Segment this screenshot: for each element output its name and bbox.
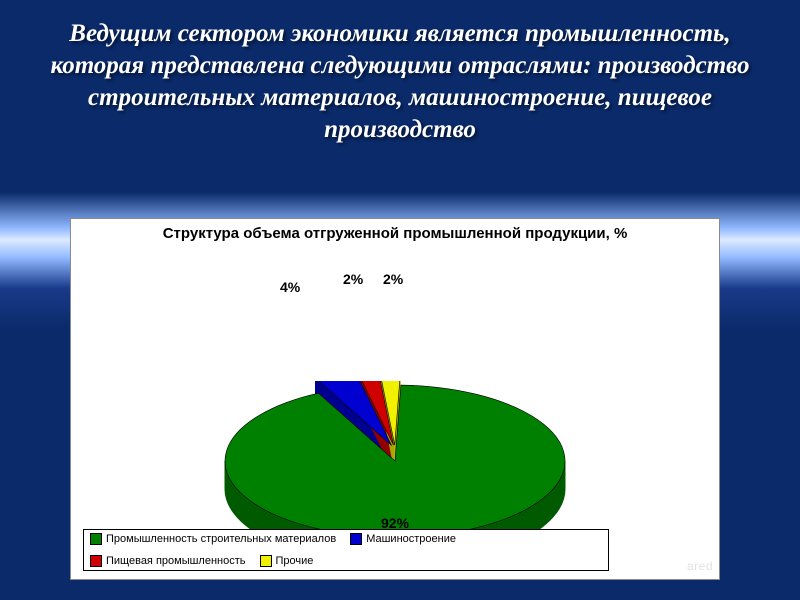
slide-title: Ведущим сектором экономики является пром… bbox=[0, 0, 800, 154]
chart-title: Структура объема отгруженной промышленно… bbox=[71, 219, 719, 244]
legend-label: Пищевая промышленность bbox=[106, 555, 246, 567]
legend-swatch bbox=[260, 555, 272, 567]
legend-swatch bbox=[90, 555, 102, 567]
chart-legend: Промышленность строительных материалов М… bbox=[83, 529, 609, 571]
chart-container: Структура объема отгруженной промышленно… bbox=[70, 218, 720, 580]
legend-swatch bbox=[90, 533, 102, 545]
legend-label: Машиностроение bbox=[366, 533, 456, 545]
legend-item: Промышленность строительных материалов bbox=[90, 533, 336, 545]
watermark: ared bbox=[687, 559, 713, 573]
legend-item: Прочие bbox=[260, 555, 314, 567]
legend-swatch bbox=[350, 533, 362, 545]
legend-label: Промышленность строительных материалов bbox=[106, 533, 336, 545]
data-label-2pct-b: 2% bbox=[383, 271, 403, 287]
data-label-2pct-a: 2% bbox=[343, 271, 363, 287]
legend-item: Пищевая промышленность bbox=[90, 555, 246, 567]
data-label-4pct: 4% bbox=[280, 279, 300, 295]
slide: Ведущим сектором экономики является пром… bbox=[0, 0, 800, 600]
legend-item: Машиностроение bbox=[350, 533, 456, 545]
legend-label: Прочие bbox=[276, 555, 314, 567]
